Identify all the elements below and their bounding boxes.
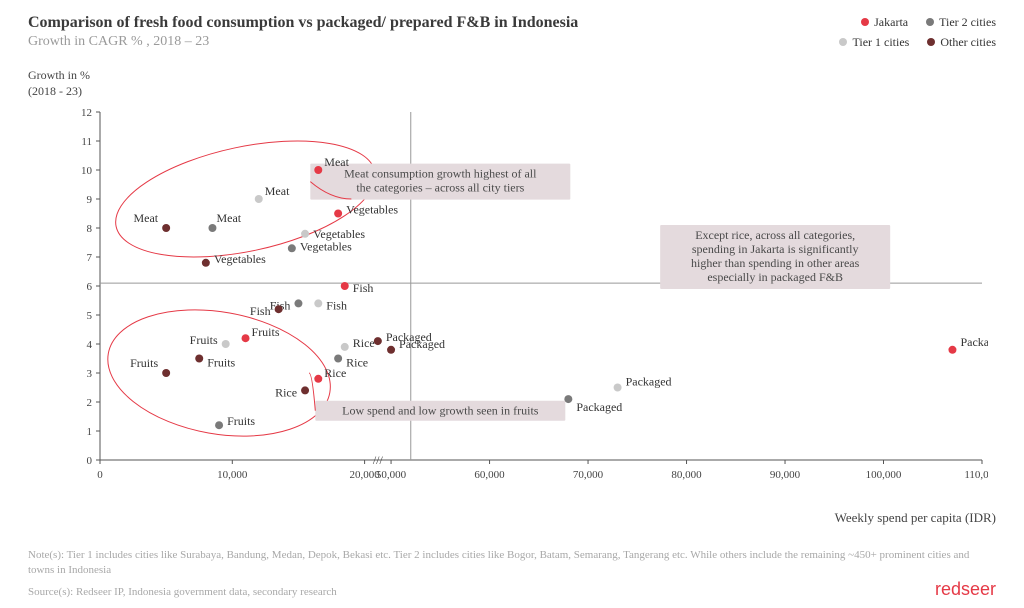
legend-label: Tier 2 cities bbox=[939, 15, 996, 29]
legend-item: Tier 2 cities bbox=[926, 14, 996, 30]
data-point bbox=[202, 259, 210, 267]
legend-dot-icon bbox=[927, 38, 935, 46]
data-point bbox=[288, 244, 296, 252]
data-point-label: Meat bbox=[216, 211, 241, 225]
svg-text:11: 11 bbox=[81, 136, 92, 148]
data-point-label: Vegetables bbox=[214, 252, 266, 266]
data-point-label: Fish bbox=[326, 298, 347, 312]
svg-text:4: 4 bbox=[87, 339, 93, 351]
legend-label: Jakarta bbox=[874, 15, 908, 29]
svg-text:///: /// bbox=[373, 453, 384, 467]
legend-dot-icon bbox=[839, 38, 847, 46]
data-point bbox=[222, 340, 230, 348]
svg-text:60,000: 60,000 bbox=[474, 469, 505, 481]
svg-text:8: 8 bbox=[87, 223, 93, 235]
scatter-plot: 0123456789101112010,00020,00050,00060,00… bbox=[76, 108, 988, 488]
data-point-label: Fruits bbox=[227, 414, 255, 428]
data-point bbox=[275, 305, 283, 313]
svg-text:Except rice, across all catego: Except rice, across all categories, bbox=[695, 228, 855, 242]
data-point-label: Meat bbox=[133, 211, 158, 225]
data-point-label: Packaged bbox=[576, 400, 622, 414]
svg-text:70,000: 70,000 bbox=[573, 469, 604, 481]
data-point bbox=[242, 334, 250, 342]
footnote-notes: Note(s): Tier 1 includes cities like Sur… bbox=[28, 548, 996, 578]
svg-text:12: 12 bbox=[81, 108, 92, 119]
y-axis-title: Growth in %(2018 - 23) bbox=[28, 68, 90, 99]
svg-text:Low spend and low growth seen: Low spend and low growth seen in fruits bbox=[342, 404, 539, 418]
data-point-label: Vegetables bbox=[346, 203, 398, 217]
data-point bbox=[301, 386, 309, 394]
data-point-label: Rice bbox=[324, 366, 346, 380]
svg-text:10: 10 bbox=[81, 165, 93, 177]
svg-text:0: 0 bbox=[97, 469, 103, 481]
data-point bbox=[314, 299, 322, 307]
data-point bbox=[614, 384, 622, 392]
data-point-label: Meat bbox=[265, 184, 290, 198]
svg-text:spending in Jakarta is signifi: spending in Jakarta is significantly bbox=[692, 242, 859, 256]
data-point bbox=[301, 230, 309, 238]
svg-text:Meat consumption growth highes: Meat consumption growth highest of all bbox=[344, 167, 537, 181]
data-point-label: Packaged bbox=[960, 335, 988, 349]
brand-logo: redseer bbox=[935, 579, 996, 600]
legend-item: Jakarta bbox=[861, 14, 908, 30]
data-point-label: Packaged bbox=[626, 375, 672, 389]
x-axis-title: Weekly spend per capita (IDR) bbox=[835, 510, 996, 526]
data-point bbox=[294, 299, 302, 307]
svg-text:110,000: 110,000 bbox=[964, 469, 988, 481]
data-point bbox=[314, 166, 322, 174]
data-point-label: Rice bbox=[346, 356, 368, 370]
legend-item: Other cities bbox=[927, 34, 996, 50]
legend-item: Tier 1 cities bbox=[839, 34, 909, 50]
data-point-label: Packaged bbox=[386, 330, 432, 344]
data-point bbox=[564, 395, 572, 403]
data-point-label: Fruits bbox=[130, 356, 158, 370]
data-point bbox=[314, 375, 322, 383]
legend-label: Tier 1 cities bbox=[852, 35, 909, 49]
data-point-label: Vegetables bbox=[300, 239, 352, 253]
data-point-label: Fruits bbox=[252, 325, 280, 339]
svg-text:80,000: 80,000 bbox=[671, 469, 702, 481]
footnote-sources: Source(s): Redseer IP, Indonesia governm… bbox=[28, 586, 337, 598]
data-point bbox=[374, 337, 382, 345]
svg-text:7: 7 bbox=[87, 252, 93, 264]
data-point-label: Rice bbox=[275, 385, 297, 399]
data-point bbox=[162, 369, 170, 377]
data-point-label: Meat bbox=[324, 155, 349, 169]
data-point bbox=[948, 346, 956, 354]
data-point bbox=[162, 224, 170, 232]
data-point-label: Fish bbox=[353, 281, 374, 295]
svg-text:90,000: 90,000 bbox=[770, 469, 801, 481]
svg-text:0: 0 bbox=[87, 455, 93, 467]
svg-text:2: 2 bbox=[87, 397, 93, 409]
data-point bbox=[341, 343, 349, 351]
svg-text:10,000: 10,000 bbox=[217, 469, 248, 481]
svg-text:5: 5 bbox=[87, 310, 93, 322]
svg-text:higher than spending in other: higher than spending in other areas bbox=[691, 256, 860, 270]
data-point bbox=[255, 195, 263, 203]
data-point bbox=[195, 355, 203, 363]
data-point bbox=[387, 346, 395, 354]
svg-text:1: 1 bbox=[87, 426, 93, 438]
legend-dot-icon bbox=[926, 18, 934, 26]
svg-text:50,000: 50,000 bbox=[376, 469, 407, 481]
svg-text:especially in packaged F&B: especially in packaged F&B bbox=[707, 270, 843, 284]
svg-text:3: 3 bbox=[87, 368, 93, 380]
legend: Jakarta Tier 2 cities Tier 1 cities Other c… bbox=[821, 14, 996, 54]
svg-text:100,000: 100,000 bbox=[866, 469, 902, 481]
legend-label: Other cities bbox=[940, 35, 996, 49]
data-point bbox=[341, 282, 349, 290]
data-point-label: Fish bbox=[250, 304, 271, 318]
svg-text:9: 9 bbox=[87, 194, 93, 206]
data-point bbox=[215, 421, 223, 429]
data-point-label: Rice bbox=[353, 336, 375, 350]
data-point bbox=[208, 224, 216, 232]
legend-dot-icon bbox=[861, 18, 869, 26]
svg-text:the categories – across all ci: the categories – across all city tiers bbox=[356, 181, 524, 195]
data-point bbox=[334, 210, 342, 218]
svg-text:6: 6 bbox=[87, 281, 93, 293]
data-point-label: Fruits bbox=[190, 333, 218, 347]
data-point-label: Fruits bbox=[207, 356, 235, 370]
data-point bbox=[334, 355, 342, 363]
